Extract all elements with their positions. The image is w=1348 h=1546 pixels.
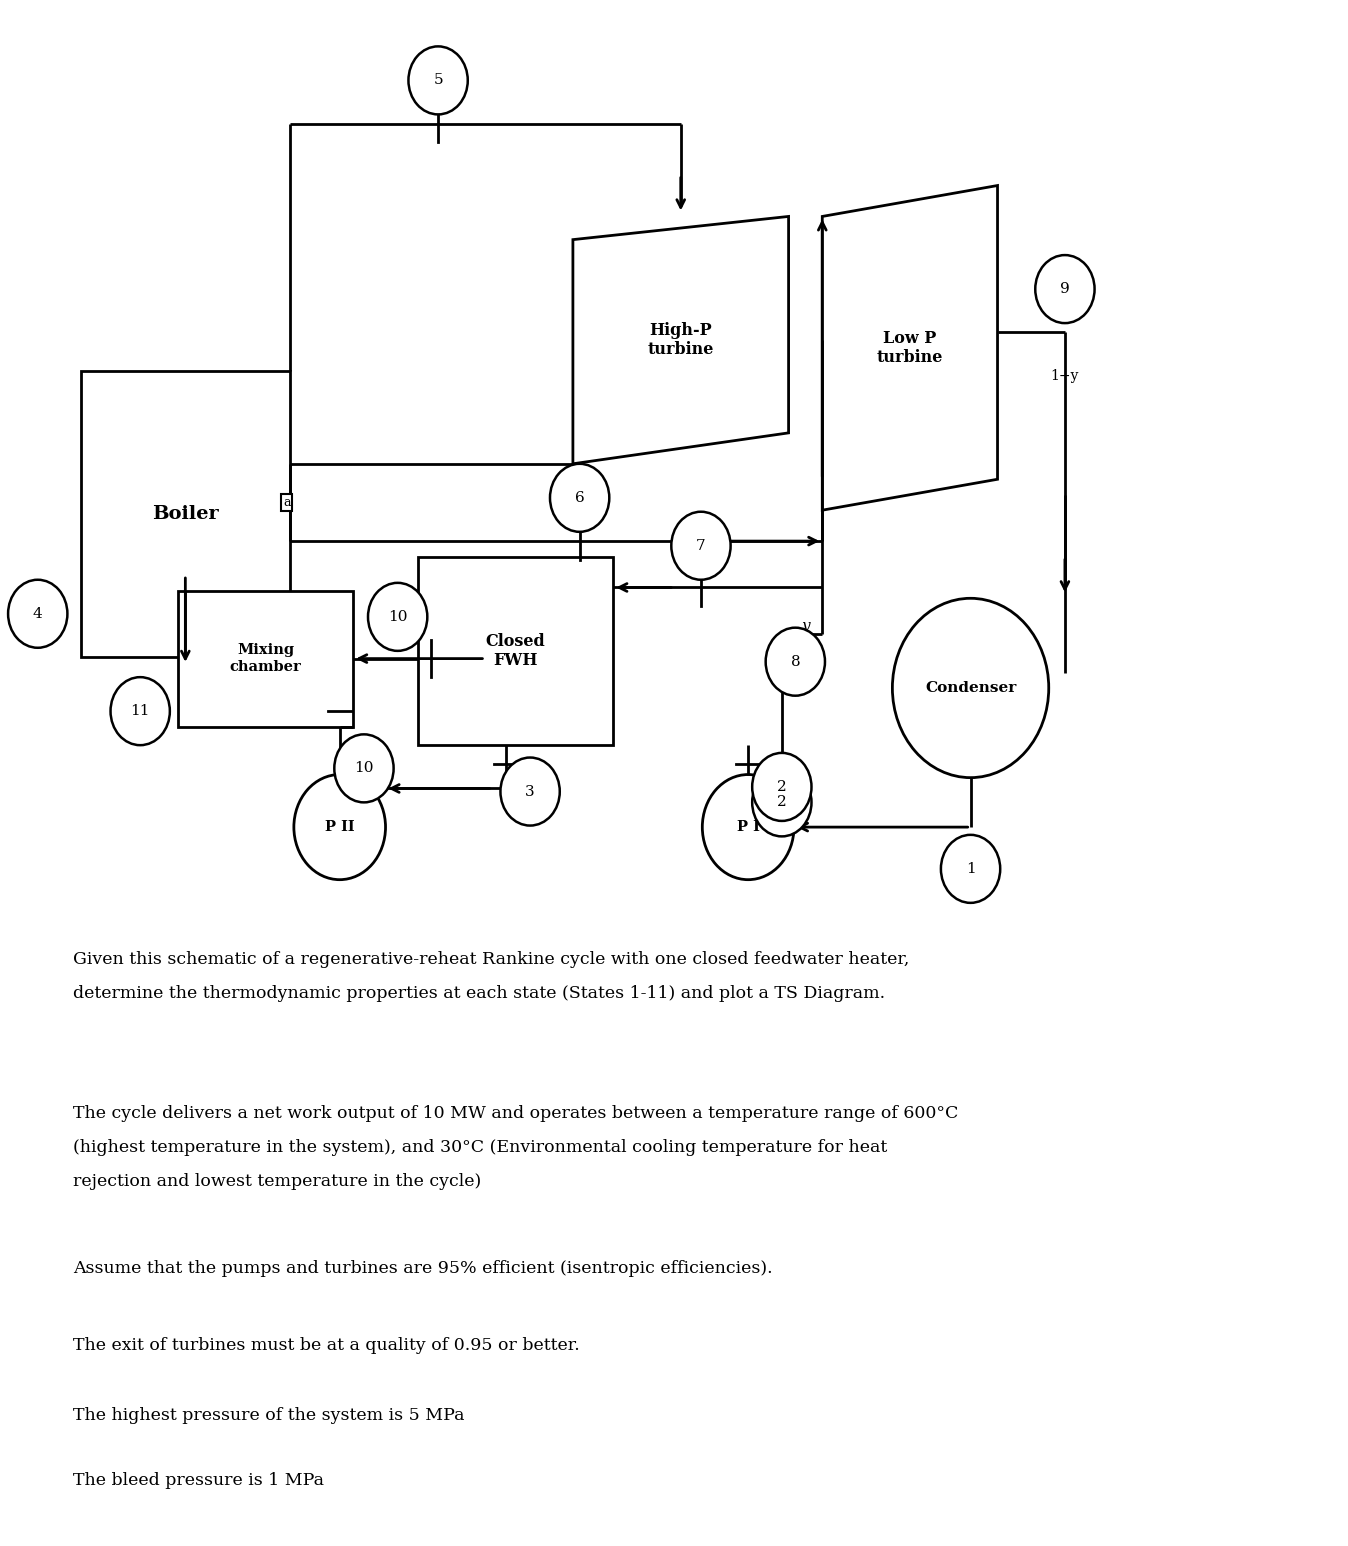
- Text: 1: 1: [965, 861, 976, 877]
- Text: 9: 9: [1060, 281, 1070, 297]
- Bar: [178, 591, 353, 727]
- Text: 5: 5: [433, 73, 443, 88]
- Text: rejection and lowest temperature in the cycle): rejection and lowest temperature in the …: [73, 1173, 481, 1190]
- Text: Boiler: Boiler: [152, 506, 218, 523]
- Circle shape: [702, 775, 794, 880]
- Circle shape: [892, 598, 1049, 778]
- Text: Mixing
chamber: Mixing chamber: [229, 643, 302, 674]
- Circle shape: [752, 753, 811, 821]
- Text: 2: 2: [776, 795, 787, 810]
- Text: 1−y: 1−y: [1050, 368, 1080, 383]
- Polygon shape: [573, 216, 789, 464]
- Text: 10: 10: [388, 609, 407, 625]
- Text: (highest temperature in the system), and 30°C (Environmental cooling temperature: (highest temperature in the system), and…: [73, 1139, 887, 1156]
- Circle shape: [8, 580, 67, 648]
- Circle shape: [294, 775, 386, 880]
- Text: P II: P II: [325, 819, 355, 835]
- Circle shape: [408, 46, 468, 114]
- Text: Given this schematic of a regenerative-reheat Rankine cycle with one closed feed: Given this schematic of a regenerative-r…: [73, 951, 909, 968]
- Text: 3: 3: [526, 784, 535, 799]
- Text: Condenser: Condenser: [925, 680, 1016, 696]
- Circle shape: [941, 835, 1000, 903]
- Text: High-P
turbine: High-P turbine: [647, 322, 714, 359]
- Text: a: a: [283, 496, 291, 509]
- Text: The exit of turbines must be at a quality of 0.95 or better.: The exit of turbines must be at a qualit…: [73, 1337, 580, 1354]
- Bar: [418, 557, 613, 745]
- Text: determine the thermodynamic properties at each state (States 1-11) and plot a TS: determine the thermodynamic properties a…: [73, 985, 884, 1002]
- Text: 11: 11: [131, 703, 150, 719]
- Circle shape: [550, 464, 609, 532]
- Text: Low P
turbine: Low P turbine: [876, 329, 944, 366]
- Circle shape: [334, 734, 394, 802]
- Circle shape: [766, 628, 825, 696]
- Circle shape: [368, 583, 427, 651]
- Text: 6: 6: [574, 490, 585, 506]
- Circle shape: [111, 677, 170, 745]
- Text: P I: P I: [737, 819, 759, 835]
- Text: 7: 7: [696, 538, 706, 553]
- Circle shape: [500, 758, 559, 826]
- Text: 2: 2: [776, 779, 787, 795]
- Polygon shape: [822, 186, 998, 510]
- Circle shape: [752, 768, 811, 836]
- Text: The cycle delivers a net work output of 10 MW and operates between a temperature: The cycle delivers a net work output of …: [73, 1105, 958, 1122]
- Circle shape: [671, 512, 731, 580]
- Circle shape: [1035, 255, 1095, 323]
- Text: The highest pressure of the system is 5 MPa: The highest pressure of the system is 5 …: [73, 1407, 464, 1424]
- Text: y: y: [802, 618, 810, 634]
- Text: 8: 8: [790, 654, 801, 669]
- Text: 10: 10: [355, 761, 373, 776]
- Text: Closed
FWH: Closed FWH: [485, 632, 546, 669]
- Bar: [81, 371, 290, 657]
- Text: Assume that the pumps and turbines are 95% efficient (isentropic efficiencies).: Assume that the pumps and turbines are 9…: [73, 1260, 772, 1277]
- Text: 4: 4: [32, 606, 43, 621]
- Text: The bleed pressure is 1 MPa: The bleed pressure is 1 MPa: [73, 1472, 324, 1489]
